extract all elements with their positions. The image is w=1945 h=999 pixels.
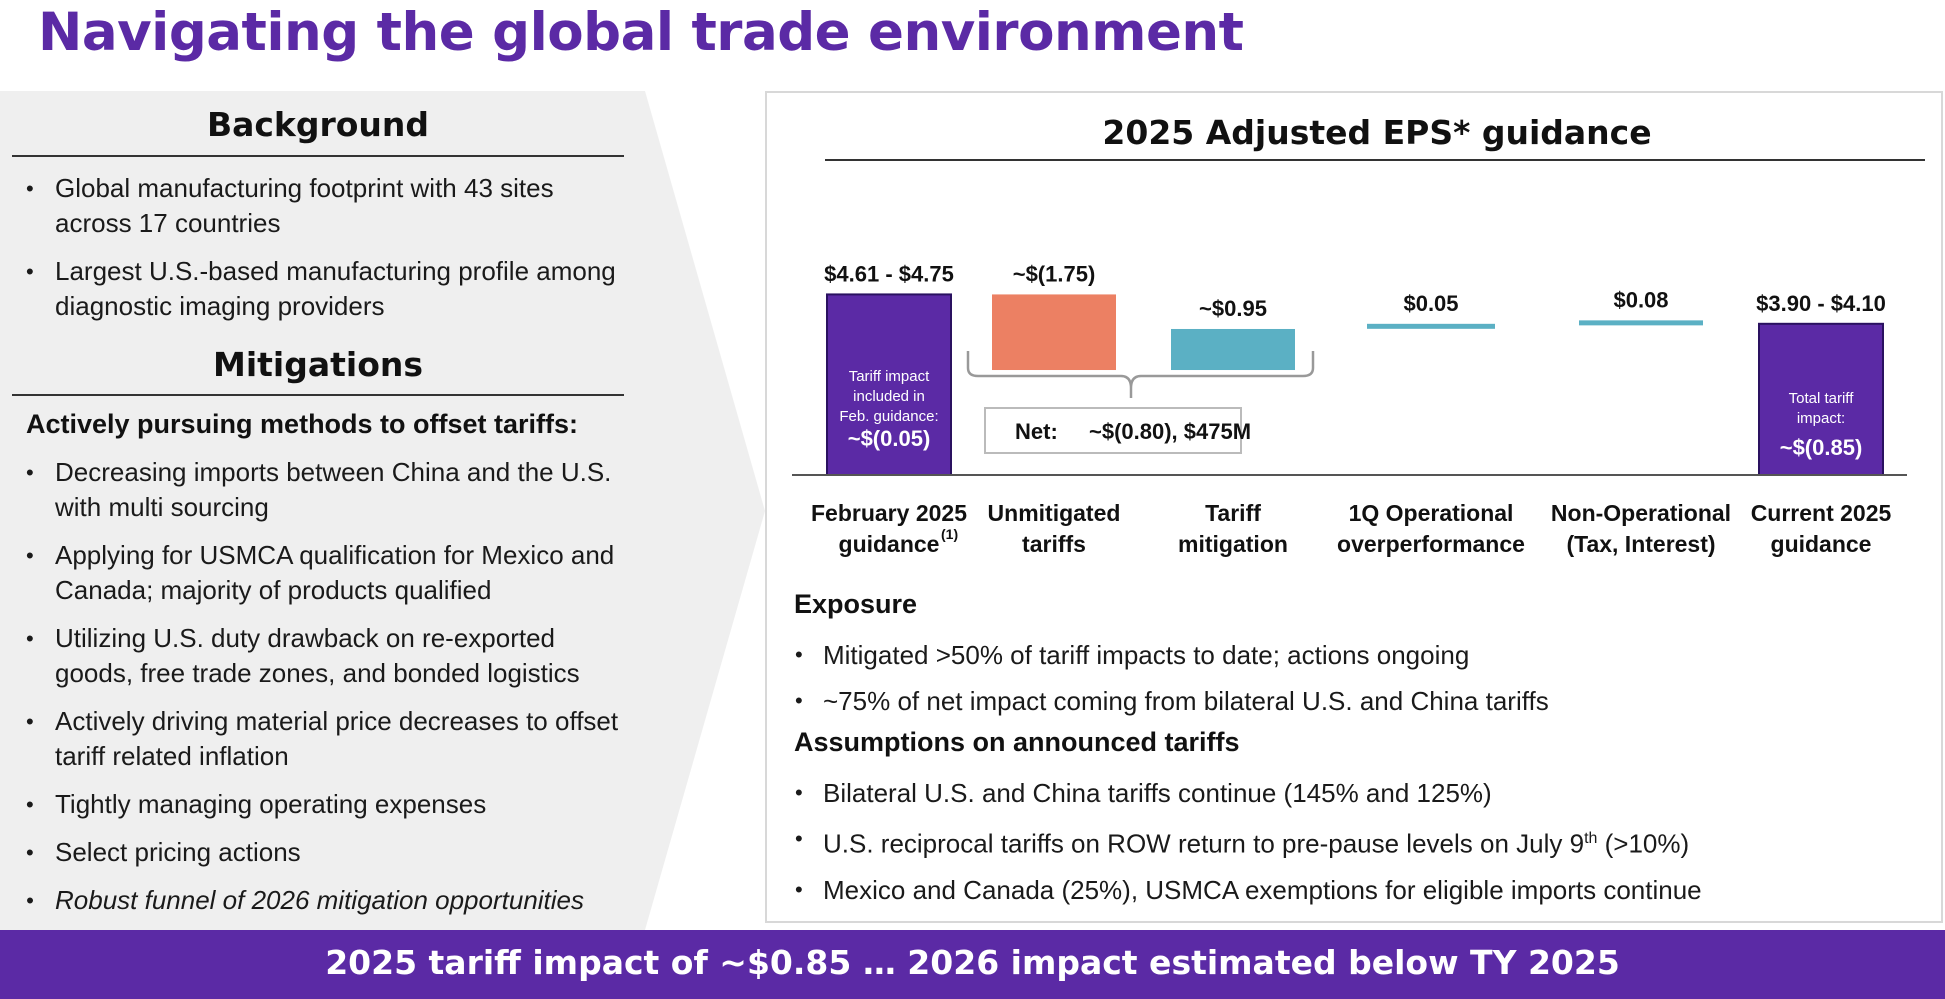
category-label: Tariff — [1205, 500, 1261, 526]
assumption-text: U.S. reciprocal tariffs on ROW return to… — [823, 828, 1585, 859]
bar-annotation: impact: — [1797, 410, 1845, 427]
list-item: Actively driving material price decrease… — [24, 704, 634, 774]
exposure-list: Mitigated >50% of tariff impacts to date… — [793, 632, 1913, 724]
bar-annotation-value: ~$(0.85) — [1780, 435, 1863, 460]
list-item: U.S. reciprocal tariffs on ROW return to… — [793, 816, 1913, 867]
mitigations-heading: Mitigations — [212, 345, 424, 384]
list-item: Global manufacturing footprint with 43 s… — [24, 171, 569, 241]
category-superscript: (1) — [941, 526, 958, 542]
bar — [1171, 328, 1295, 371]
bar-annotation-value: ~$(0.05) — [848, 426, 931, 451]
net-label: Net: — [1015, 419, 1058, 444]
data-label: $0.08 — [1613, 287, 1668, 312]
category-label: Current 2025 — [1751, 500, 1892, 526]
bar-annotation: Total tariff — [1789, 390, 1855, 407]
data-label: $3.90 - $4.10 — [1756, 291, 1886, 316]
category-label: tariffs — [1022, 531, 1086, 557]
chart-title-rule — [825, 159, 1925, 161]
eps-waterfall-chart: $4.61 - $4.75 ~$(1.75) ~$0.95 $0.05 $0.08 $3.… — [792, 261, 1907, 557]
page-title: Navigating the global trade environment — [38, 2, 1244, 63]
net-value: ~$(0.80), $475M — [1089, 419, 1251, 444]
bar — [992, 294, 1116, 371]
category-label: Unmitigated — [988, 500, 1121, 526]
bar-annotation: Tariff impact — [849, 368, 930, 385]
bar — [826, 293, 952, 476]
list-item: Tightly managing operating expenses — [24, 787, 634, 822]
list-item: Mexico and Canada (25%), USMCA exemption… — [793, 867, 1913, 913]
exposure-heading: Exposure — [794, 589, 918, 619]
assumptions-list: Bilateral U.S. and China tariffs continu… — [793, 770, 1913, 913]
footer-banner: 2025 tariff impact of ~$0.85 … 2026 impa… — [0, 930, 1945, 999]
list-item: Decreasing imports between China and the… — [24, 455, 634, 525]
data-label: $4.61 - $4.75 — [824, 261, 954, 286]
assumptions-heading: Assumptions on announced tariffs — [794, 727, 1240, 757]
list-item: Mitigated >50% of tariff impacts to date… — [793, 632, 1913, 678]
category-label: February 2025 — [811, 500, 967, 526]
chart-title: 2025 Adjusted EPS* guidance — [1102, 113, 1652, 152]
list-item: Applying for USMCA qualification for Mex… — [24, 538, 634, 608]
data-label: $0.05 — [1403, 291, 1458, 316]
category-label: Non-Operational — [1551, 500, 1731, 526]
category-label: mitigation — [1178, 531, 1288, 557]
data-label: ~$(1.75) — [1013, 261, 1096, 286]
category-label: 1Q Operational — [1349, 500, 1514, 526]
left-panel: Background Global manufacturing footprin… — [0, 91, 765, 930]
bar — [1758, 322, 1884, 476]
category-label: guidance — [1771, 531, 1872, 557]
bar — [1579, 320, 1703, 326]
assumption-text-end: (>10%) — [1597, 828, 1690, 859]
background-rule — [12, 155, 624, 157]
background-heading: Background — [206, 105, 430, 144]
net-brace — [966, 351, 1315, 398]
category-label: guidance — [839, 531, 940, 557]
bar-annotation: Feb. guidance: — [839, 408, 938, 425]
mitigations-rule — [12, 394, 624, 396]
list-item: Largest U.S.-based manufacturing profile… — [24, 254, 634, 324]
bar-annotation: included in — [853, 388, 925, 405]
category-label: (Tax, Interest) — [1566, 531, 1715, 557]
category-label: overperformance — [1337, 531, 1525, 557]
net-box — [984, 407, 1242, 454]
mitigations-subheading: Actively pursuing methods to offset tari… — [26, 409, 579, 439]
right-panel: 2025 Adjusted EPS* guidance $4.61 - $4.7… — [765, 91, 1943, 923]
data-label: ~$0.95 — [1199, 296, 1267, 321]
list-item: Utilizing U.S. duty drawback on re-expor… — [24, 621, 634, 691]
background-list: Global manufacturing footprint with 43 s… — [24, 171, 634, 324]
list-item: Robust funnel of 2026 mitigation opportu… — [24, 883, 634, 918]
list-item: Bilateral U.S. and China tariffs continu… — [793, 770, 1913, 816]
list-item: ~75% of net impact coming from bilateral… — [793, 678, 1913, 724]
mitigations-list: Decreasing imports between China and the… — [24, 455, 634, 918]
list-item: Select pricing actions — [24, 835, 634, 870]
bar — [1367, 323, 1495, 329]
assumption-superscript: th — [1584, 830, 1598, 847]
